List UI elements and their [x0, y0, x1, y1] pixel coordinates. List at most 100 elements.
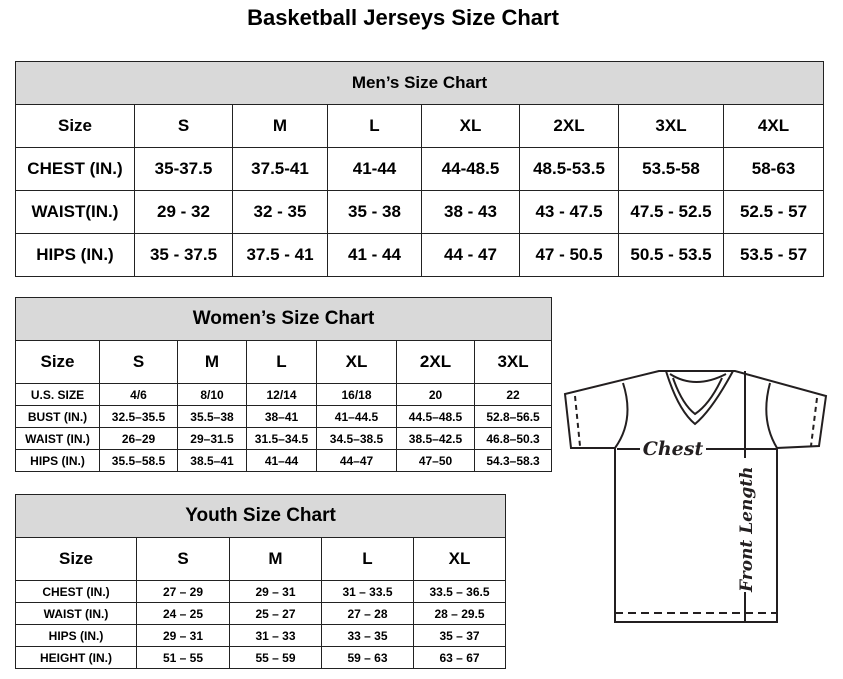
- table-row: CHEST (IN.) 27 – 29 29 – 31 31 – 33.5 33.5 –…: [15, 580, 507, 603]
- table-cell: 12/14: [246, 383, 317, 406]
- table-row: WAIST(IN.) 29 - 32 32 - 35 35 - 38 38 - 43 43…: [15, 190, 825, 234]
- table-cell: 8/10: [177, 383, 247, 406]
- youth-size-table: Youth Size Chart Size S M L XL CHEST (IN.) 27 –…: [14, 494, 507, 669]
- left-armhole: [614, 382, 629, 449]
- table-cell: 47–50: [396, 449, 475, 472]
- row-label: BUST (IN.): [15, 405, 100, 428]
- table-row: HIPS (IN.) 29 – 31 31 – 33 33 – 35 35 – 37: [15, 624, 507, 647]
- table-cell: 25 – 27: [229, 602, 322, 625]
- table-row: U.S. SIZE 4/6 8/10 12/14 16/18 20 22: [15, 383, 553, 406]
- table-cell: 32 - 35: [232, 190, 328, 234]
- table-title: Youth Size Chart: [14, 494, 507, 538]
- table-cell: 24 – 25: [136, 602, 230, 625]
- table-cell: 48.5-53.5: [519, 147, 619, 191]
- size-header-cell: XL: [412, 537, 507, 581]
- table-cell: 35-37.5: [134, 147, 233, 191]
- size-header-cell: XL: [421, 104, 520, 148]
- table-cell: 44.5–48.5: [396, 405, 475, 428]
- table-row: HIPS (IN.) 35 - 37.5 37.5 - 41 41 - 44 44 - …: [15, 233, 825, 277]
- size-header-cell: 2XL: [519, 104, 619, 148]
- table-cell: 50.5 - 53.5: [618, 233, 724, 277]
- table-cell: 55 – 59: [229, 646, 322, 669]
- size-header-row: Size S M L XL 2XL 3XL: [15, 340, 553, 384]
- table-cell: 27 – 28: [321, 602, 414, 625]
- size-header-cell: M: [177, 340, 247, 384]
- row-label: HIPS (IN.): [15, 624, 137, 647]
- table-cell: 58-63: [722, 147, 825, 191]
- table-row: HEIGHT (IN.) 51 – 55 55 – 59 59 – 63 63 – 67: [15, 646, 507, 669]
- row-label: CHEST (IN.): [15, 147, 135, 191]
- table-cell: 37.5 - 41: [232, 233, 328, 277]
- size-header-cell: S: [99, 340, 178, 384]
- size-header-cell: S: [136, 537, 230, 581]
- table-cell: 28 – 29.5: [412, 602, 507, 625]
- table-cell: 44 - 47: [421, 233, 520, 277]
- row-label: HIPS (IN.): [15, 233, 135, 277]
- right-armhole: [765, 382, 778, 449]
- table-cell: 41-44: [327, 147, 422, 191]
- table-cell: 22: [473, 383, 553, 406]
- table-cell: 44-48.5: [421, 147, 520, 191]
- size-header-cell: 4XL: [722, 104, 825, 148]
- table-cell: 27 – 29: [136, 580, 230, 603]
- table-cell: 52.5 - 57: [722, 190, 825, 234]
- size-header-cell: M: [229, 537, 322, 581]
- table-row: CHEST (IN.) 35-37.5 37.5-41 41-44 44-48.5 48.…: [15, 147, 825, 191]
- collar: [665, 370, 734, 426]
- table-cell: 35 – 37: [412, 624, 507, 647]
- row-label: U.S. SIZE: [15, 383, 100, 406]
- size-header-row: Size S M L XL: [15, 537, 507, 581]
- table-row: WAIST (IN.) 26–29 29–31.5 31.5–34.5 34.5–38.…: [15, 427, 553, 450]
- table-cell: 29 – 31: [229, 580, 322, 603]
- table-cell: 59 – 63: [321, 646, 414, 669]
- table-cell: 37.5-41: [232, 147, 328, 191]
- row-label: HEIGHT (IN.): [15, 646, 137, 669]
- front-length-label: Front Length: [737, 467, 757, 593]
- chest-label: Chest: [643, 438, 704, 460]
- table-cell: 47.5 - 52.5: [618, 190, 724, 234]
- row-label: WAIST (IN.): [15, 427, 100, 450]
- table-cell: 38–41: [246, 405, 317, 428]
- table-cell: 4/6: [99, 383, 178, 406]
- size-header-cell: 2XL: [396, 340, 475, 384]
- table-title-row: Men’s Size Chart: [14, 61, 825, 105]
- size-header-cell: Size: [15, 104, 135, 148]
- table-cell: 38 - 43: [421, 190, 520, 234]
- table-cell: 53.5-58: [618, 147, 724, 191]
- table-cell: 34.5–38.5: [316, 427, 397, 450]
- size-header-cell: 3XL: [618, 104, 724, 148]
- table-cell: 29 – 31: [136, 624, 230, 647]
- table-cell: 41–44.5: [316, 405, 397, 428]
- size-header-cell: L: [327, 104, 422, 148]
- size-header-cell: 3XL: [473, 340, 553, 384]
- table-cell: 31 – 33: [229, 624, 322, 647]
- table-cell: 38.5–42.5: [396, 427, 475, 450]
- row-label: WAIST(IN.): [15, 190, 135, 234]
- table-cell: 35 - 37.5: [134, 233, 233, 277]
- table-cell: 33 – 35: [321, 624, 414, 647]
- table-cell: 44–47: [316, 449, 397, 472]
- table-cell: 38.5–41: [177, 449, 247, 472]
- table-row: BUST (IN.) 32.5–35.5 35.5–38 38–41 41–44.5 44…: [15, 405, 553, 428]
- size-header-cell: Size: [15, 537, 137, 581]
- table-cell: 35.5–58.5: [99, 449, 178, 472]
- table-cell: 16/18: [316, 383, 397, 406]
- size-header-cell: M: [232, 104, 328, 148]
- table-title: Women’s Size Chart: [14, 297, 553, 341]
- table-cell: 53.5 - 57: [722, 233, 825, 277]
- table-cell: 52.8–56.5: [473, 405, 553, 428]
- size-header-cell: L: [246, 340, 317, 384]
- table-cell: 46.8–50.3: [473, 427, 553, 450]
- table-cell: 35 - 38: [327, 190, 422, 234]
- table-cell: 33.5 – 36.5: [412, 580, 507, 603]
- table-cell: 26–29: [99, 427, 178, 450]
- table-cell: 54.3–58.3: [473, 449, 553, 472]
- table-cell: 29 - 32: [134, 190, 233, 234]
- table-row: HIPS (IN.) 35.5–58.5 38.5–41 41–44 44–47 47–5…: [15, 449, 553, 472]
- table-cell: 29–31.5: [177, 427, 247, 450]
- size-header-cell: L: [321, 537, 414, 581]
- womens-size-table: Women’s Size Chart Size S M L XL 2XL 3XL U.S. SI…: [14, 297, 553, 472]
- table-cell: 41 - 44: [327, 233, 422, 277]
- page-title: Basketball Jerseys Size Chart: [247, 5, 559, 30]
